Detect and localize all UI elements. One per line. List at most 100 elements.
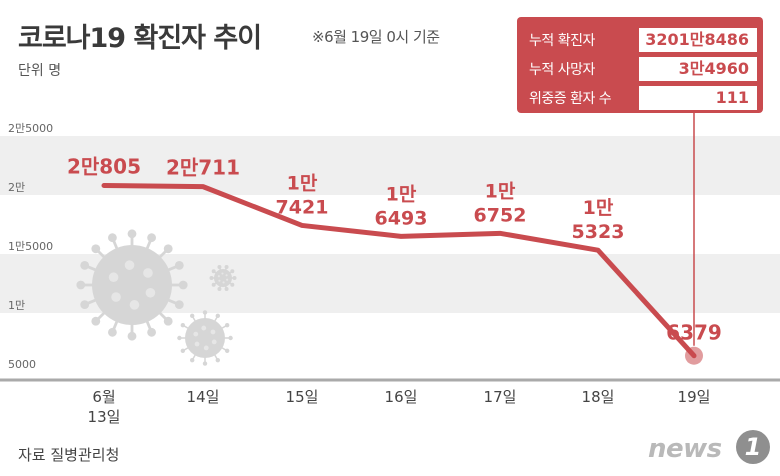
virus-spike-tip	[108, 327, 117, 337]
data-label-line: 5323	[572, 221, 625, 243]
virus-spike-tip	[108, 233, 117, 243]
virus-spike-tip	[215, 313, 220, 319]
virus-spike-tip	[202, 310, 208, 315]
data-label-line: 6379	[666, 321, 722, 345]
virus-spike-tip	[80, 261, 90, 270]
virus-spike-tip	[190, 313, 195, 319]
x-tick-label-line: 6월	[92, 388, 115, 406]
virus-dot	[221, 272, 224, 275]
virus-dot	[201, 325, 207, 331]
stats-label: 누적 확진자	[529, 33, 595, 49]
virus-spike-tip	[211, 269, 216, 274]
x-tick-label-line: 19일	[678, 388, 711, 406]
data-label-line: 1만	[583, 197, 614, 219]
x-tick-label: 6월 13일	[88, 388, 121, 426]
virus-spike-tip	[174, 261, 184, 270]
virus-spike-tip	[224, 348, 230, 353]
virus-spike-tip	[177, 335, 182, 341]
virus-dot	[225, 274, 228, 277]
y-tick-label: 2만	[8, 181, 25, 194]
virus-spike-tip	[217, 265, 222, 270]
last-point-marker	[685, 346, 703, 365]
x-tick-label: 18일	[582, 388, 615, 406]
virus-spike-tip	[127, 229, 137, 239]
virus-dot	[210, 329, 216, 335]
x-axis-ticks: 6월 13일 14일 15일 16일 17일 18일 19일	[88, 388, 711, 426]
stats-value: 3201만8486	[639, 28, 757, 52]
virus-spike-tip	[215, 357, 220, 363]
data-label-line: 6493	[375, 207, 428, 229]
x-tick-label-line: 18일	[582, 388, 615, 406]
y-tick-label: 1만	[8, 299, 25, 312]
virus-body	[185, 318, 225, 358]
stats-row-critical-patients: 위중증 환자 수 111	[517, 84, 763, 110]
virus-spike-tip	[209, 276, 214, 280]
data-label: 1만 6493	[375, 183, 428, 229]
page-title: 코로나19 확진자 추이	[18, 23, 262, 54]
virus-dot	[194, 341, 200, 347]
virus-spike-tip	[180, 323, 186, 328]
virus-spike-tip	[202, 361, 208, 366]
virus-spike-tip	[163, 316, 173, 326]
virus-dot	[145, 287, 156, 298]
virus-dot	[111, 292, 121, 302]
data-label: 2만711	[166, 156, 240, 180]
virus-dot	[217, 275, 220, 278]
virus-dot	[226, 278, 229, 281]
stats-label: 누적 사망자	[529, 62, 595, 78]
virus-dot	[143, 268, 153, 278]
date-note: ※6월 19일 0시 기준	[312, 28, 440, 46]
x-tick-label: 19일	[678, 388, 711, 406]
virus-dot	[222, 281, 225, 284]
series-line	[101, 183, 703, 365]
virus-spike-tip	[178, 280, 188, 290]
news1-logo: news 1	[648, 428, 774, 468]
virus-spike-tip	[217, 286, 222, 291]
series-polyline	[101, 183, 697, 359]
data-label: 6379	[666, 321, 722, 345]
virus-illustration	[76, 229, 237, 366]
data-label-line: 7421	[276, 196, 329, 218]
virus-dot	[211, 339, 217, 345]
data-label: 1만 6752	[474, 180, 527, 226]
x-tick-label-line: 17일	[484, 388, 517, 406]
data-label-line: 6752	[474, 204, 527, 226]
virus-icon	[177, 310, 233, 366]
virus-spike-tip	[76, 280, 86, 290]
data-label-line: 1만	[485, 180, 516, 202]
stats-value: 111	[639, 86, 757, 110]
data-label-line: 2만711	[166, 156, 240, 180]
data-label: 1만 5323	[572, 197, 625, 243]
unit-label: 단위 명	[18, 63, 62, 79]
x-tick-label: 15일	[286, 388, 319, 406]
data-label: 1만 7421	[276, 172, 329, 218]
virus-spike-tip	[232, 276, 237, 280]
virus-dot	[108, 272, 119, 283]
x-tick-label-line: 15일	[286, 388, 319, 406]
x-tick-label: 14일	[187, 388, 220, 406]
cumulative-stats-box: 누적 확진자 3201만8486 누적 사망자 3만4960 위중증 환자 수 …	[517, 17, 763, 113]
stats-value: 3만4960	[639, 57, 757, 81]
x-tick-label-line: 14일	[187, 388, 220, 406]
virus-spike-tip	[211, 282, 216, 287]
logo-badge: 1	[736, 430, 770, 464]
virus-dot	[218, 279, 221, 282]
virus-dot	[203, 345, 209, 351]
virus-spike-tip	[174, 300, 184, 309]
virus-body	[92, 245, 172, 325]
virus-spike-tip	[228, 335, 233, 341]
stats-row-cumulative-cases: 누적 확진자 3201만8486	[517, 26, 763, 52]
virus-dot	[129, 300, 140, 310]
data-label: 2만805	[67, 155, 141, 179]
virus-spike-tip	[190, 357, 195, 363]
virus-body	[214, 269, 232, 287]
y-tick-label: 2만5000	[8, 122, 53, 135]
logo-word: news	[648, 434, 722, 464]
virus-spike-tip	[91, 244, 101, 254]
x-tick-label-line: 16일	[385, 388, 418, 406]
virus-icon	[209, 265, 237, 291]
source-credit: 자료 질병관리청	[18, 446, 120, 464]
